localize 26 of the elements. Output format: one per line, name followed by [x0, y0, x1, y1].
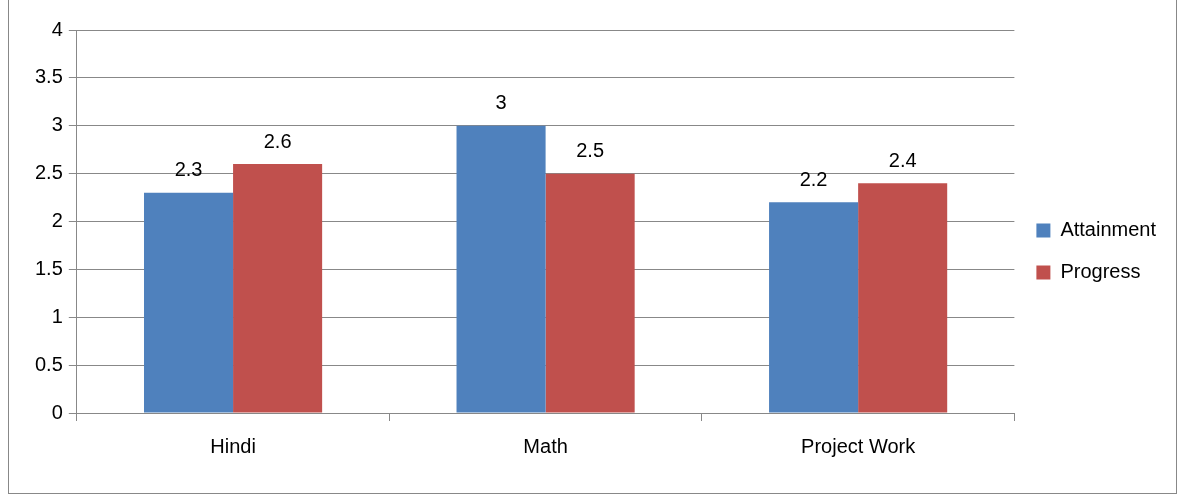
- y-tick-label: 3: [51, 113, 63, 136]
- data-label: 2.5: [576, 139, 605, 162]
- y-tick-label: 0.5: [34, 352, 63, 375]
- bar: [456, 125, 546, 413]
- data-label: 2.3: [174, 158, 203, 181]
- bar: [545, 173, 635, 413]
- legend-label: Progress: [1060, 260, 1141, 283]
- bar: [144, 192, 234, 413]
- data-label: 2.4: [888, 148, 917, 171]
- data-label: 2.6: [263, 129, 292, 152]
- y-tick-label: 3.5: [34, 65, 63, 88]
- y-tick-label: 1.5: [34, 256, 63, 279]
- y-tick-label: 1: [51, 304, 63, 327]
- y-tick-label: 2.5: [34, 161, 63, 184]
- x-tick-label: Hindi: [210, 434, 256, 457]
- x-tick-label: Math: [523, 434, 568, 457]
- bar: [858, 183, 948, 413]
- y-tick-label: 0: [51, 400, 63, 423]
- data-label: 2.2: [799, 167, 828, 190]
- x-tick-label: Project Work: [801, 434, 917, 457]
- bar: [233, 164, 323, 413]
- bar: [769, 202, 859, 413]
- y-tick-label: 2: [51, 209, 63, 232]
- data-label: 3: [495, 91, 507, 114]
- legend-label: Attainment: [1060, 218, 1157, 241]
- y-tick-label: 4: [51, 17, 63, 40]
